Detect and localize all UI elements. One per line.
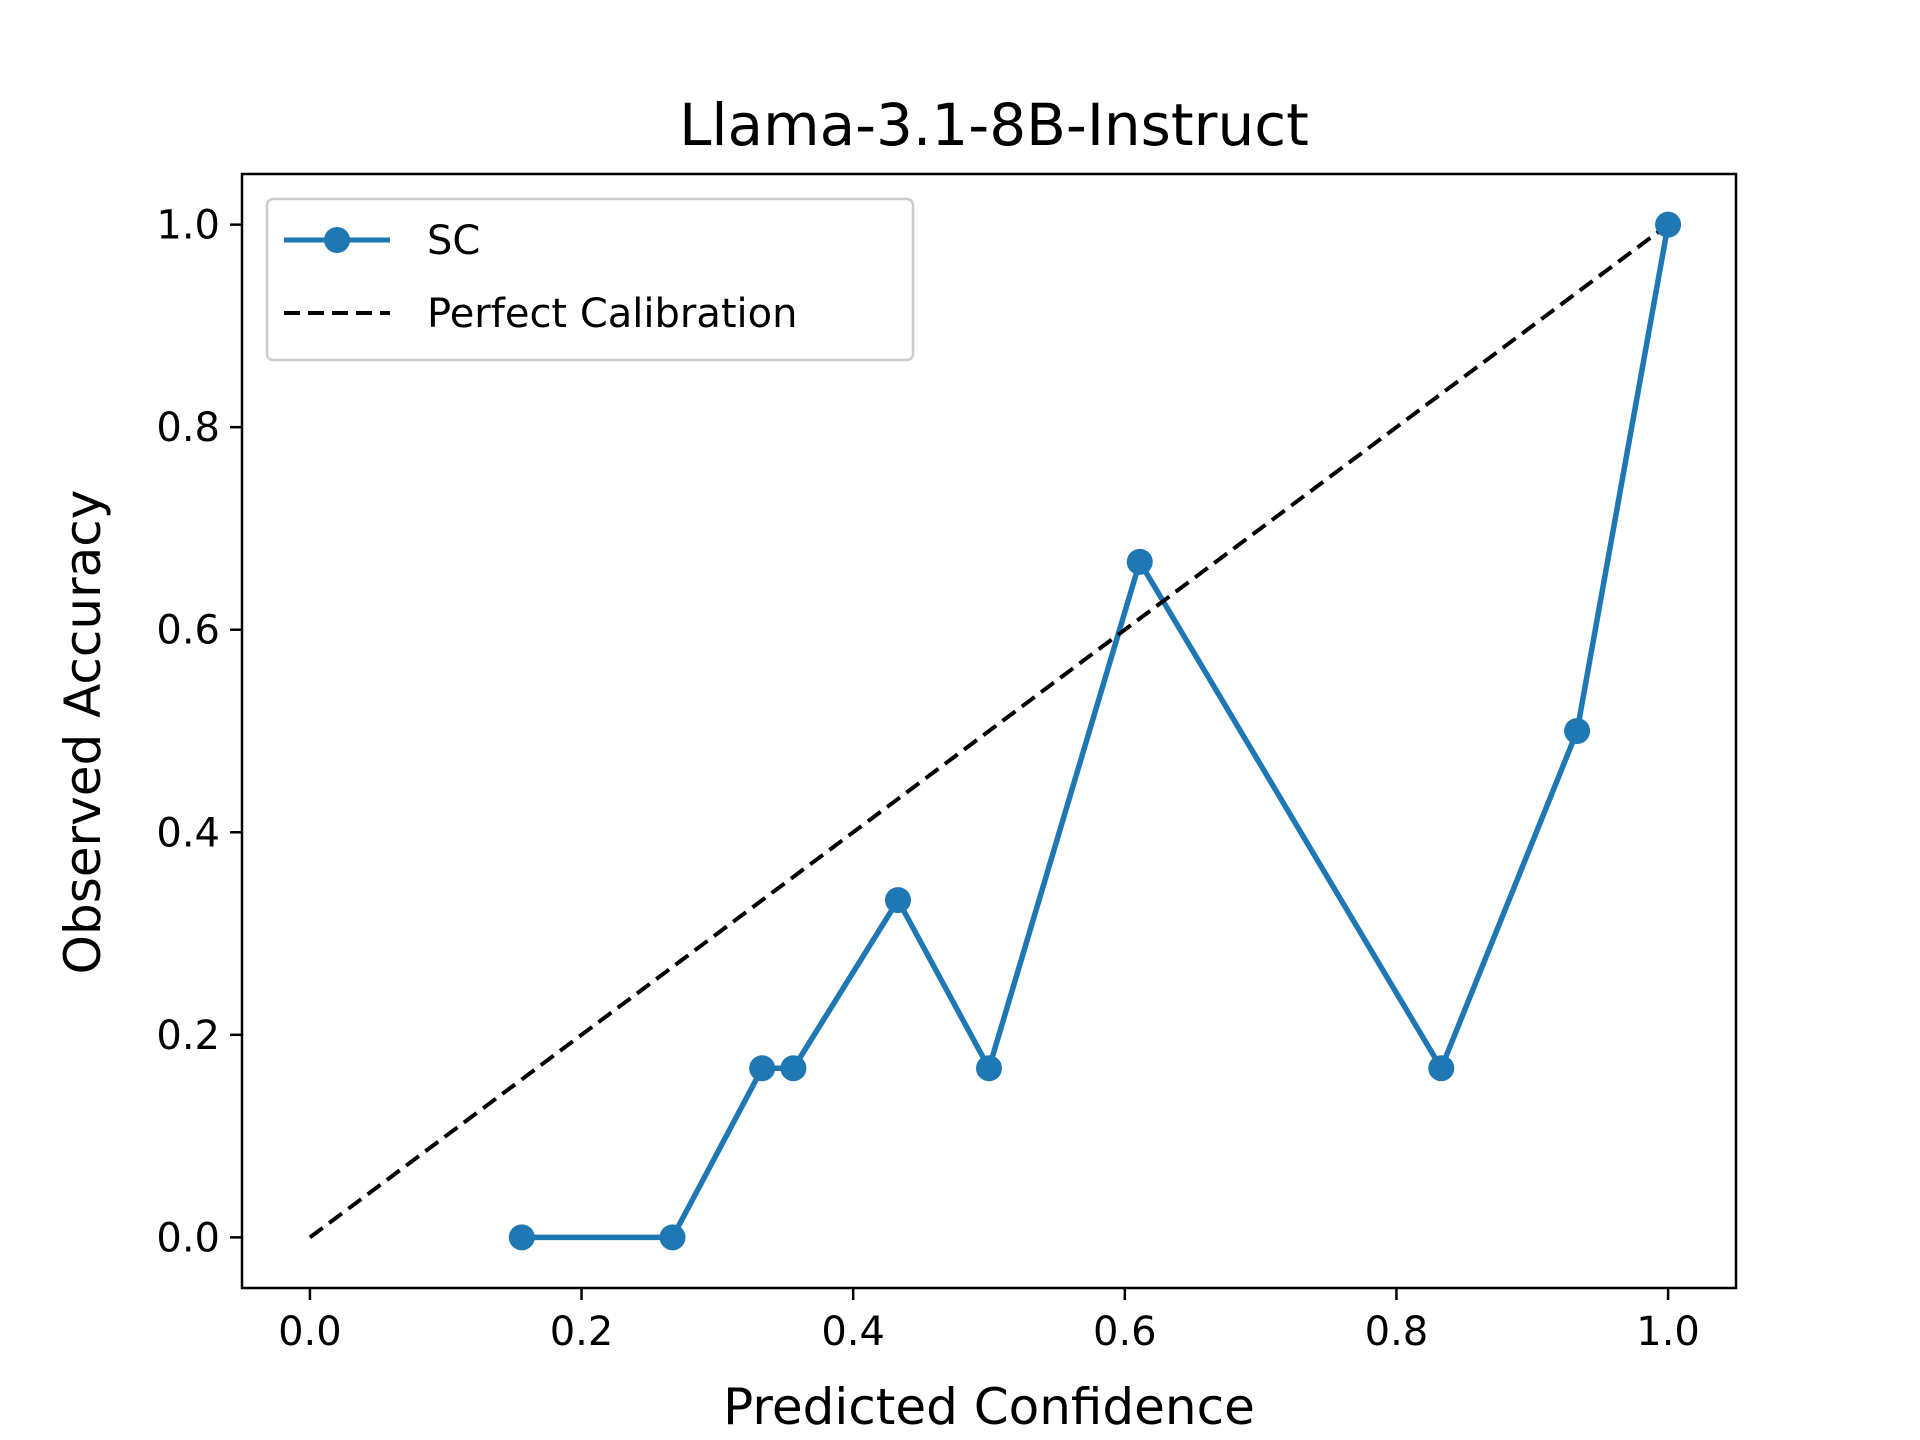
x-axis-label: Predicted Confidence [723,1378,1255,1436]
sc-data-point [1126,548,1153,575]
sc-data-point [976,1055,1002,1082]
legend-sc-marker [324,227,350,253]
legend-sc-label: SC [427,218,480,264]
sc-data-point [780,1055,807,1082]
y-tick-label: 0.8 [156,405,220,451]
plot-area [308,211,1682,1251]
sc-data-point [1655,211,1682,238]
x-tick-label: 0.2 [550,1309,614,1355]
chart-title: Llama-3.1-8B-Instruct [679,91,1309,159]
legend-perfect-calibration-label: Perfect Calibration [427,291,797,337]
y-tick-label: 1.0 [156,203,220,249]
sc-data-point [1428,1055,1455,1082]
sc-data-point [1564,718,1591,744]
sc-data-point [749,1055,776,1082]
perfect-calibration-line [308,223,1670,1239]
sc-data-point [885,887,912,914]
y-tick-label: 0.2 [156,1013,220,1059]
legend: SC Perfect Calibration [265,197,915,362]
y-tick-label: 0.6 [156,608,220,654]
x-tick-label: 0.4 [821,1309,885,1355]
y-tick-label: 0.0 [156,1215,220,1261]
plot-frame [240,172,1738,1290]
sc-series-line [521,224,1671,1241]
x-tick-label: 0.6 [1093,1309,1157,1355]
sc-data-point [659,1224,686,1251]
y-axis-label: Observed Accuracy [54,490,112,975]
sc-data-point [508,1224,535,1251]
y-tick-label: 0.4 [156,810,220,856]
x-tick-label: 1.0 [1636,1309,1700,1355]
x-axis: 0.0 0.2 0.4 0.6 0.8 1.0 [278,1288,1700,1355]
y-axis: 0.0 0.2 0.4 0.6 0.8 1.0 [156,203,242,1261]
legend-box [265,197,915,362]
x-tick-label: 0.8 [1365,1309,1429,1355]
x-tick-label: 0.0 [278,1309,342,1355]
